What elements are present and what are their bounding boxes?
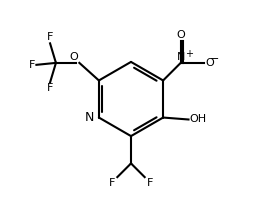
Text: −: − — [210, 54, 219, 64]
Text: F: F — [147, 178, 153, 188]
Text: +: + — [185, 49, 193, 59]
Text: N: N — [177, 52, 185, 62]
Text: O: O — [176, 30, 185, 40]
Text: OH: OH — [189, 114, 207, 125]
Text: N: N — [85, 111, 95, 124]
Text: F: F — [47, 83, 53, 93]
Text: O: O — [70, 52, 78, 62]
Text: O: O — [205, 58, 214, 68]
Text: F: F — [109, 178, 115, 188]
Text: F: F — [29, 60, 35, 70]
Text: F: F — [47, 32, 53, 42]
